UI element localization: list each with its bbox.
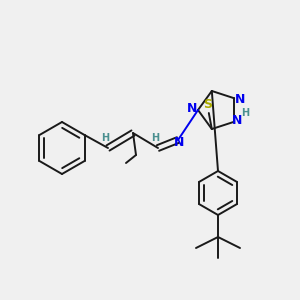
Text: H: H <box>241 108 249 118</box>
Text: N: N <box>232 114 242 127</box>
Text: S: S <box>203 98 212 110</box>
Text: N: N <box>174 136 184 148</box>
Text: H: H <box>151 133 159 143</box>
Text: N: N <box>187 103 197 116</box>
Text: N: N <box>235 93 245 106</box>
Text: H: H <box>101 133 109 143</box>
